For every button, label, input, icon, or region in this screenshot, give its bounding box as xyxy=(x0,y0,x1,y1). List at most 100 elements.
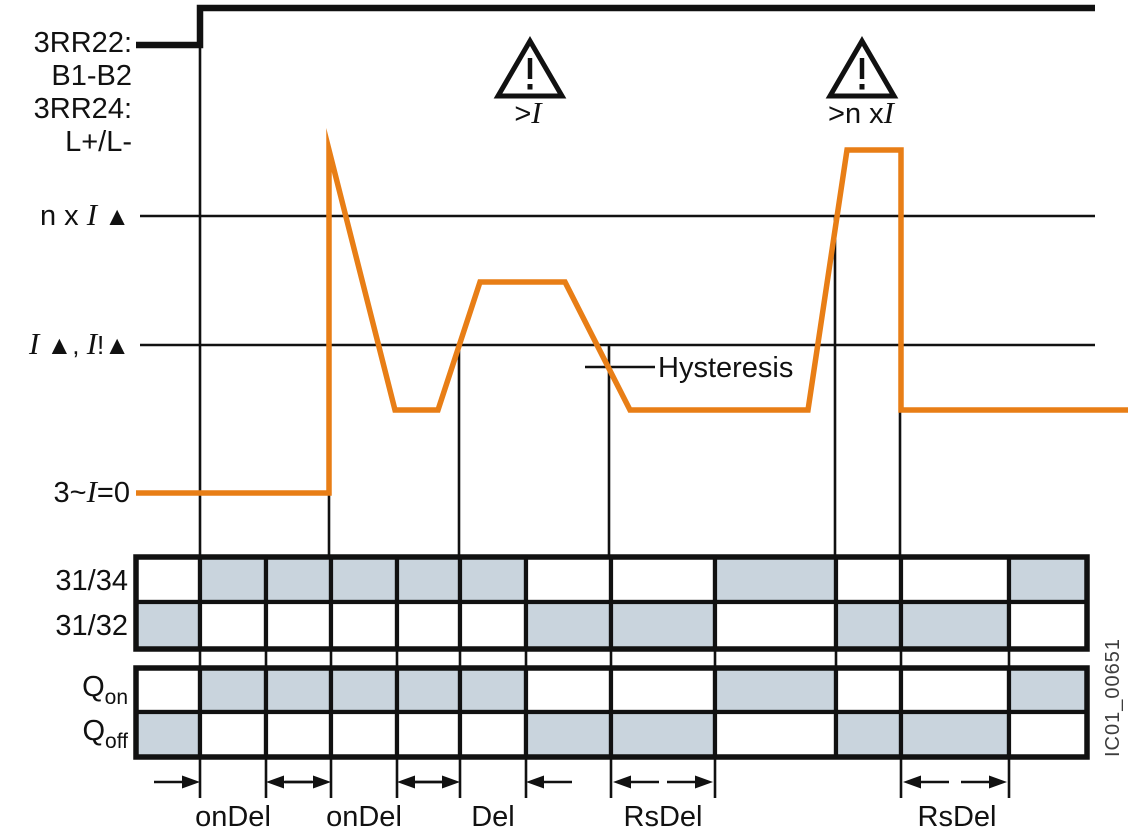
warning-label-over-i: >I xyxy=(468,96,588,131)
table-cell xyxy=(133,554,203,605)
threshold-upper-pre: n x xyxy=(39,200,87,232)
table-cell xyxy=(394,554,463,605)
table-cell xyxy=(197,599,269,652)
table-cell xyxy=(263,599,334,652)
time-label-ondel-1: onDel xyxy=(195,801,271,833)
current-symbol: I xyxy=(86,474,97,509)
up-triangle-icon: ▲, xyxy=(39,330,87,360)
supply-label-l-plus-l-minus: L+/L- xyxy=(65,126,132,158)
table-cell xyxy=(133,709,203,760)
table-cell xyxy=(328,554,400,605)
table-cell xyxy=(133,599,203,652)
hysteresis-label: Hysteresis xyxy=(658,352,794,384)
table-cell xyxy=(394,599,463,652)
threshold-label-upper: n x I ▲ xyxy=(0,198,130,233)
q-off-sub: off xyxy=(105,730,128,753)
table-cell xyxy=(133,665,203,715)
time-label-ondel-2: onDel xyxy=(326,801,402,833)
table-cell xyxy=(1006,665,1090,715)
table-cell xyxy=(328,665,400,715)
table-cell xyxy=(1006,709,1090,760)
table-cell xyxy=(1006,554,1090,605)
zero-current-pre: 3~ xyxy=(53,477,87,509)
dimension-arrowhead xyxy=(526,775,544,789)
row-label-q-off: Qoff xyxy=(0,714,128,759)
row-label-q-on: Qon xyxy=(0,670,128,715)
table-cell xyxy=(263,709,334,760)
dimension-arrowhead xyxy=(989,775,1007,789)
supply-label-3rr22: 3RR22: xyxy=(33,27,132,59)
table-cell xyxy=(608,554,718,605)
dimension-arrowhead xyxy=(903,775,921,789)
row-label-31-32: 31/32 xyxy=(55,610,128,642)
dimension-arrowhead xyxy=(397,775,415,789)
warning-label-over-nxi: >n xI xyxy=(798,96,924,131)
table-cell xyxy=(833,554,904,605)
time-label-rsdel-1: RsDel xyxy=(623,801,703,833)
table-cell xyxy=(328,599,400,652)
table-cell xyxy=(394,665,463,715)
supply-label-b1-b2: B1-B2 xyxy=(51,60,132,92)
relay-table-border xyxy=(133,554,1090,652)
dimension-arrowhead xyxy=(613,775,631,789)
q-on-sub: on xyxy=(104,686,128,709)
table-cell xyxy=(263,665,334,715)
time-label-del: Del xyxy=(471,801,515,833)
table-cell xyxy=(833,709,904,760)
table-cell xyxy=(898,665,1012,715)
table-cell xyxy=(457,709,529,760)
table-cell xyxy=(394,709,463,760)
table-cell xyxy=(328,709,400,760)
table-cell xyxy=(457,599,529,652)
table-cell xyxy=(898,554,1012,605)
table-cell xyxy=(1006,599,1090,652)
current-symbol: I xyxy=(883,95,894,130)
dimension-arrowhead xyxy=(313,775,331,789)
zero-current-post: =0 xyxy=(96,477,130,509)
table-cell xyxy=(712,554,839,605)
warning-over-nxi-pre: >n x xyxy=(828,98,884,130)
warning-over-i-pre: > xyxy=(514,98,532,130)
row-label-31-34: 31/34 xyxy=(55,565,128,597)
threshold-label-zero-current: 3~I=0 xyxy=(0,475,130,510)
current-symbol: I xyxy=(28,326,40,361)
table-cell xyxy=(898,709,1012,760)
table-cell xyxy=(457,665,529,715)
table-cell xyxy=(523,599,614,652)
table-cell xyxy=(608,665,718,715)
table-cell xyxy=(197,709,269,760)
table-cell xyxy=(457,554,529,605)
table-cell xyxy=(523,554,614,605)
current-symbol: I xyxy=(86,197,98,232)
dimension-arrowhead xyxy=(266,775,284,789)
table-cell xyxy=(523,709,614,760)
table-cell xyxy=(712,599,839,652)
up-triangle-icon: !▲ xyxy=(97,330,130,360)
table-cell xyxy=(712,665,839,715)
supply-label-3rr24: 3RR24: xyxy=(33,93,132,125)
table-cell xyxy=(833,599,904,652)
table-cell xyxy=(608,709,718,760)
led-table-border xyxy=(133,665,1090,760)
time-label-rsdel-2: RsDel xyxy=(917,801,997,833)
current-symbol: I xyxy=(531,95,542,130)
table-cell xyxy=(197,554,269,605)
figure-id-watermark: IC01_00651 xyxy=(1102,638,1124,757)
current-waveform xyxy=(136,127,1128,496)
table-cell xyxy=(712,709,839,760)
warning-exclamation-dot xyxy=(859,84,865,90)
supply-step-line xyxy=(136,4,1095,49)
current-symbol: I xyxy=(86,326,98,361)
table-cell xyxy=(608,599,718,652)
table-cell xyxy=(197,665,269,715)
dimension-arrowhead xyxy=(182,775,200,789)
table-cell xyxy=(833,665,904,715)
q-on-main: Q xyxy=(82,671,105,703)
up-triangle-icon: ▲ xyxy=(97,201,130,231)
table-cell xyxy=(523,665,614,715)
table-cell xyxy=(263,554,334,605)
dimension-arrowhead xyxy=(442,775,460,789)
dimension-arrowhead xyxy=(695,775,713,789)
